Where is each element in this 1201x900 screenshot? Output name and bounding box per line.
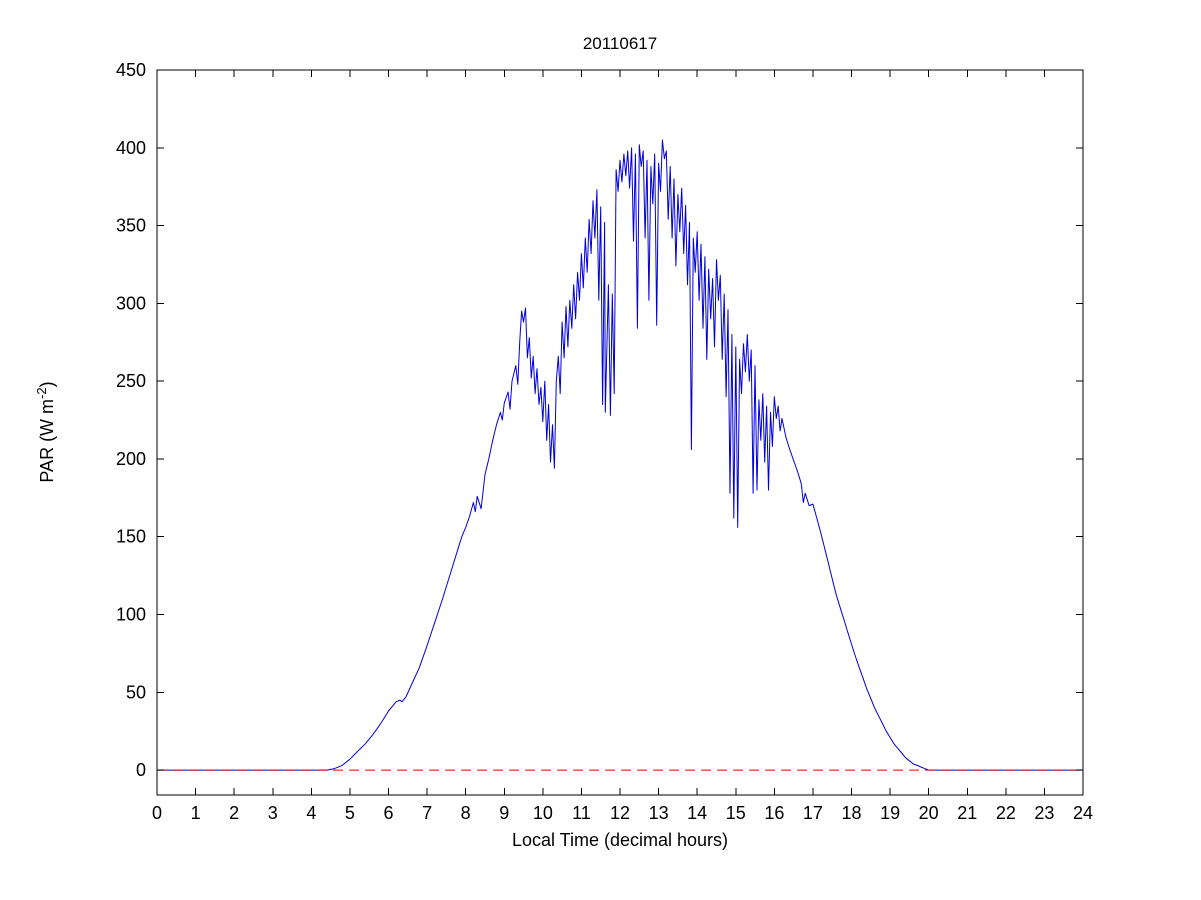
y-tick-label: 100: [116, 605, 146, 625]
series-line-PAR: [157, 139, 1083, 771]
y-tick-label: 400: [116, 138, 146, 158]
x-tick-label: 24: [1073, 803, 1093, 823]
y-tick-label: 300: [116, 293, 146, 313]
x-tick-label: 16: [764, 803, 784, 823]
x-tick-label: 4: [306, 803, 316, 823]
x-tick-label: 12: [610, 803, 630, 823]
y-tick-label: 200: [116, 449, 146, 469]
x-tick-label: 18: [841, 803, 861, 823]
x-tick-label: 5: [345, 803, 355, 823]
axes-box: [156, 69, 1084, 796]
x-tick-label: 7: [422, 803, 432, 823]
x-tick-label: 1: [191, 803, 201, 823]
chart-title: 20110617: [582, 34, 658, 53]
x-tick-label: 0: [152, 803, 162, 823]
x-tick-label: 23: [1034, 803, 1054, 823]
x-tick-label: 15: [726, 803, 746, 823]
x-tick-label: 22: [996, 803, 1016, 823]
x-tick-label: 9: [499, 803, 509, 823]
x-tick-label: 3: [268, 803, 278, 823]
x-tick-label: 13: [649, 803, 669, 823]
y-axis-label-superscript: -2: [34, 387, 49, 399]
x-tick-label: 6: [383, 803, 393, 823]
x-tick-label: 10: [533, 803, 553, 823]
y-tick-label: 150: [116, 527, 146, 547]
y-axis-label: PAR (W m-2): [34, 381, 58, 482]
y-tick-label: 350: [116, 216, 146, 236]
x-tick-label: 19: [880, 803, 900, 823]
y-axis-label-pre: PAR (W m: [37, 398, 57, 483]
x-tick-label: 8: [461, 803, 471, 823]
x-tick-label: 21: [957, 803, 977, 823]
y-tick-label: 50: [126, 682, 146, 702]
y-tick-label: 250: [116, 371, 146, 391]
x-tick-label: 2: [229, 803, 239, 823]
x-tick-label: 14: [687, 803, 707, 823]
y-tick-label: 450: [116, 60, 146, 80]
x-tick-label: 17: [803, 803, 823, 823]
y-axis-label-post: ): [37, 381, 57, 388]
x-tick-label: 11: [572, 803, 591, 823]
y-tick-label: 0: [136, 760, 146, 780]
x-tick-label: 20: [919, 803, 939, 823]
x-axis-label: Local Time (decimal hours): [511, 830, 729, 850]
